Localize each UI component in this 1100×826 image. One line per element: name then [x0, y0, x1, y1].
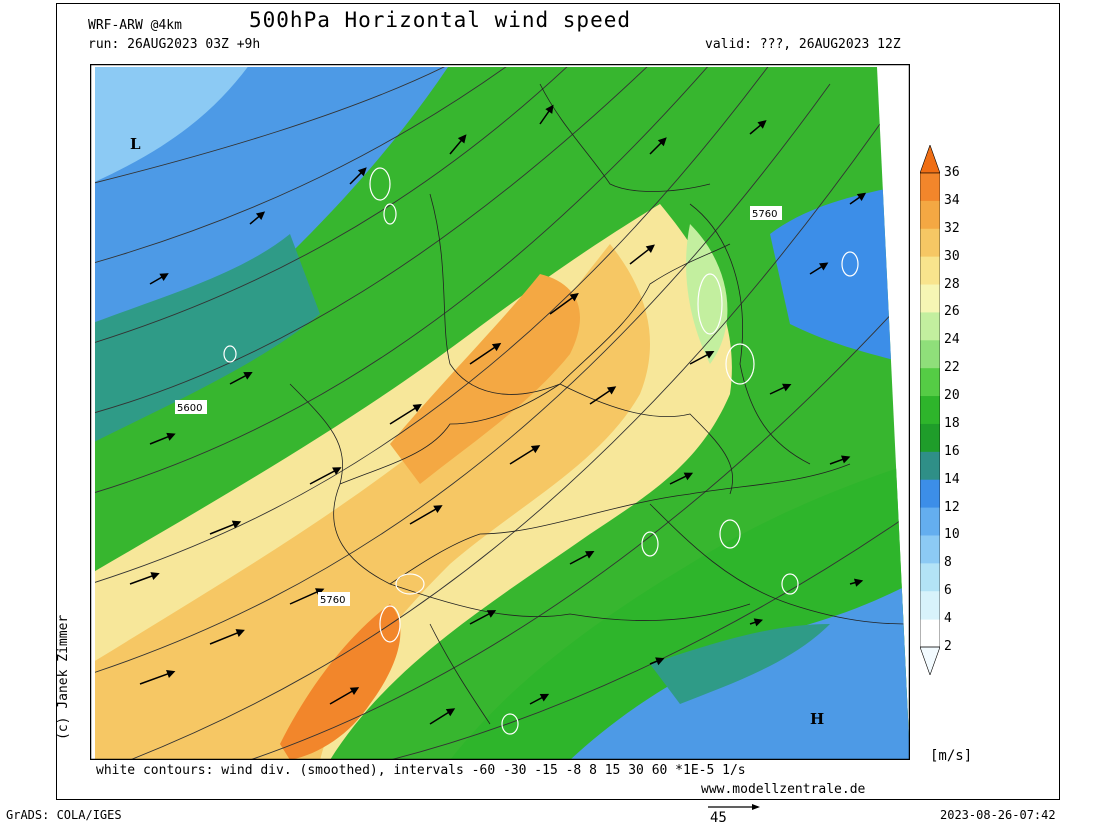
colorbar-tick-label: 16 — [944, 443, 960, 459]
colorbar-segment — [920, 479, 940, 509]
colorbar-unit: [m/s] — [930, 748, 973, 764]
model-label: WRF-ARW @4km — [88, 18, 182, 33]
colorbar-tick-label: 12 — [944, 499, 960, 515]
country-borders — [289, 83, 910, 725]
contour-label-5600: 5600 — [177, 403, 202, 414]
contour-label-5760-sw: 5760 — [320, 595, 345, 606]
reference-vector-label: 45 — [710, 810, 727, 826]
contour-label-box-5760-sw — [318, 592, 350, 606]
colorbar-tick-label: 26 — [944, 304, 960, 320]
wind-vectors — [129, 104, 867, 725]
colorbar-tick-label: 8 — [944, 555, 952, 571]
contour-label-box-5600 — [175, 400, 207, 414]
colorbar-tick-label: 30 — [944, 248, 960, 264]
valid-label: valid: ???, 26AUG2023 12Z — [705, 37, 901, 52]
field-teal-west — [95, 234, 320, 444]
colorbar-segment — [920, 256, 940, 286]
colorbar-segment — [920, 368, 940, 397]
timestamp-label: 2023-08-26-07:42 — [940, 808, 1056, 822]
colorbar-segment — [920, 563, 940, 592]
colorbar-tick-label: 28 — [944, 276, 960, 292]
contour-label-box-5760-ne — [750, 206, 782, 220]
colorbar-segment — [920, 173, 940, 202]
colorbar-segment — [920, 396, 940, 425]
author-credit: (c) Janek Zimmer — [56, 614, 71, 740]
colorbar-cap-bottom — [920, 646, 940, 675]
reference-vector — [708, 804, 760, 810]
plot-frame — [56, 3, 1060, 800]
field-se-teal — [650, 624, 830, 704]
colorbar-segment — [920, 507, 940, 536]
colorbar-tick-label: 2 — [944, 639, 952, 654]
colorbar-segment — [920, 535, 940, 564]
colorbar-tick-label: 4 — [944, 611, 952, 627]
colorbar-tick-label: 14 — [944, 471, 960, 487]
colorbar-tick-label: 10 — [944, 527, 960, 543]
colorbar-segment — [920, 228, 940, 258]
divergence-note: white contours: wind div. (smoothed), in… — [96, 763, 746, 778]
colorbar-tick-label: 36 — [944, 165, 960, 180]
colorbar-segment — [920, 591, 940, 620]
software-label: GrADS: COLA/IGES — [6, 808, 122, 822]
colorbar-segment — [920, 284, 940, 313]
colorbar-segment — [920, 200, 940, 230]
colorbar-tick-label: 20 — [944, 388, 960, 404]
low-pressure-label: L — [130, 135, 141, 153]
colorbar-tick-label: 22 — [944, 360, 960, 376]
colorbar-segment — [920, 423, 940, 453]
colorbar-tick-label: 6 — [944, 583, 952, 599]
colorbar-tick-label: 24 — [944, 332, 960, 348]
colorbar-segment — [920, 340, 940, 369]
colorbar-tick-label: 34 — [944, 192, 960, 208]
colorbar-segment — [920, 312, 940, 341]
colorbar — [920, 145, 940, 675]
website-label: www.modellzentrale.de — [701, 782, 866, 797]
field-ne-blue — [770, 184, 910, 364]
run-label: run: 26AUG2023 03Z +9h — [88, 37, 261, 52]
colorbar-tick-label: 18 — [944, 415, 960, 431]
field-nw-light — [95, 67, 250, 184]
field-jet-core-n — [390, 274, 580, 484]
colorbar-segment — [920, 451, 940, 481]
field-jet-core-s — [280, 604, 401, 760]
divergence-contours — [223, 167, 859, 735]
colorbar-tick-label: 32 — [944, 220, 960, 236]
high-pressure-label: H — [810, 710, 824, 728]
colorbar-cap-top — [920, 145, 940, 174]
wind-speed-map: L H 5600 5760 5760 — [90, 64, 910, 760]
map-border — [90, 64, 910, 760]
contour-label-5760-ne: 5760 — [752, 209, 777, 220]
chart-title: 500hPa Horizontal wind speed — [249, 8, 632, 32]
